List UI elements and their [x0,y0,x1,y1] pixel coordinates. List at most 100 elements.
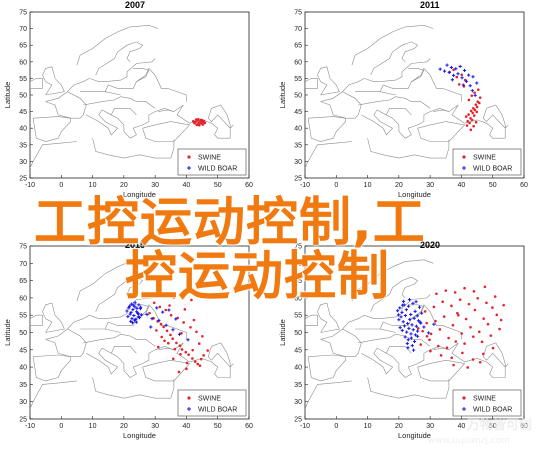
wild-boar-point [445,63,449,67]
swine-point [192,120,196,124]
x-tick-label: 10 [89,182,97,189]
swine-point [464,317,468,321]
x-tick-label: 30 [151,423,159,430]
wild-boar-point [449,65,454,70]
swine-point [199,357,203,361]
swine-point [158,305,162,309]
x-tick-label: 40 [183,423,191,430]
x-tick-label: 20 [120,423,128,430]
wild-boar-point [411,348,416,352]
wild-boar-point [409,332,413,336]
swine-point [441,300,444,304]
map-outline [189,104,231,139]
map-outline [45,91,87,119]
wild-boar-point [411,328,415,332]
wild-boar-point [442,69,447,73]
map-outline [142,121,191,142]
y-tick-label: 75 [294,244,302,251]
wild-boar-point [415,314,419,318]
map-outline [386,108,412,116]
panel-2007: 2007 -10 0 10 20 30 40 50 60 25 30 35 40 45 50 55 60 65 7… [0,0,275,210]
watermark-url: www.tupianzj.com [427,436,510,446]
swine-point [419,343,423,346]
swine-point [171,337,174,341]
swine-point [474,103,478,106]
swine-point [445,346,449,350]
y-tick-label: 75 [294,10,302,17]
y-tick-label: 40 [19,126,27,133]
wild-boar-point [432,322,436,326]
x-tick-label: 20 [395,423,403,430]
swine-point [184,350,188,354]
wild-boar-point [400,328,404,333]
y-tick-label: 35 [19,382,27,389]
panel-title: 2020 [420,240,441,250]
y-tick-label: 60 [294,295,302,302]
x-tick-label: 40 [458,182,466,189]
y-tick-label: 65 [294,43,302,50]
swine-point [467,302,471,306]
swine-point [474,120,478,124]
map-outline [32,354,71,382]
swine-point [192,318,196,322]
y-tick-label: 75 [19,244,27,251]
map-outline [367,377,446,399]
map-outline [307,354,346,382]
wild-boar-point [129,310,133,315]
wild-boar-point [171,328,175,332]
swine-point [434,319,437,323]
wild-boar-point [398,306,402,310]
swine-point [160,335,164,339]
map-outline [104,304,187,340]
map-outline [361,347,394,375]
wild-boar-point [407,326,411,330]
data-layer [396,285,505,369]
map-outline [307,116,346,142]
wild-boar-point [458,64,462,69]
swine-point [491,306,494,309]
x-tick-label: 50 [489,423,497,430]
wild-boar-point [396,313,401,317]
swine-point [187,353,190,356]
y-tick-label: 60 [294,59,302,66]
wild-boar-point [396,309,400,313]
map-outline [95,276,144,312]
map-layer [30,259,234,409]
swine-point [197,123,201,127]
swine-point [491,346,495,350]
swine-point [473,108,477,112]
panel-2011: 2011 -10 0 10 20 30 40 50 60 25 30 35 40 45 50 55 60 65 7… [275,0,550,210]
swine-point [450,304,453,308]
wild-boar-point [150,317,154,321]
swine-point [416,327,420,330]
map-chart-2020: -10 0 10 20 30 40 50 60 25 30 35 40 45 50 55 60 65 70 75 Lo… [278,244,528,441]
map-outline [30,380,77,409]
swine-point [159,322,163,326]
swine-point [180,348,184,351]
x-tick-label: 60 [520,182,528,189]
swine-point [185,361,189,365]
map-outline [317,302,340,333]
x-tick-label: 10 [364,182,372,189]
swine-point [429,349,432,353]
map-outline [367,138,446,159]
swine-point [469,109,473,113]
swine-point [152,301,156,305]
legend-entry: WILD BOAR [473,407,512,414]
wild-boar-point [129,302,133,306]
swine-point [461,351,464,355]
swine-point [190,298,193,302]
map-outline [80,91,121,96]
y-tick-label: 30 [19,399,27,406]
x-tick-label: 60 [520,423,528,430]
legend-entry: SWINE [473,396,496,403]
y-tick-label: 55 [19,76,27,83]
swine-point [472,335,475,338]
swine-point [463,286,466,290]
x-tick-label: 0 [334,182,338,189]
map-outline [86,109,119,136]
x-tick-label: 10 [89,423,97,430]
legend-box [452,389,522,417]
wild-boar-point [136,315,140,319]
x-tick-label: 20 [120,182,128,189]
